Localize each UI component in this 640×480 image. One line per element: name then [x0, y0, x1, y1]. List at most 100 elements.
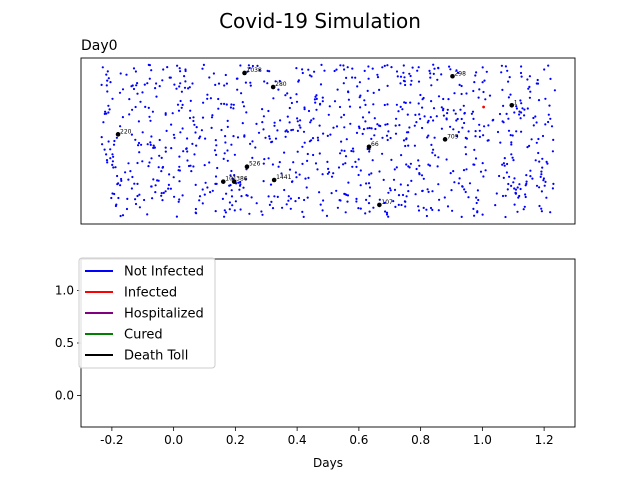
population-dot	[182, 150, 185, 153]
population-dot	[530, 138, 533, 141]
population-dot	[171, 112, 174, 115]
population-dot	[113, 192, 116, 196]
population-dot	[425, 214, 428, 218]
population-dot	[390, 66, 393, 69]
population-dot	[455, 119, 458, 122]
population-dot	[478, 129, 481, 132]
population-dot	[368, 210, 371, 213]
population-dot	[230, 189, 233, 192]
population-dot	[322, 132, 325, 135]
population-dot	[250, 196, 253, 199]
population-dot	[482, 134, 485, 137]
population-dot	[359, 169, 362, 172]
population-dot	[284, 94, 287, 97]
population-dot	[506, 188, 509, 191]
population-dot	[277, 88, 280, 91]
population-dot	[107, 111, 110, 114]
population-dot	[552, 138, 555, 141]
population-dot	[333, 100, 337, 103]
population-dot	[192, 165, 195, 168]
legend-box	[78, 257, 216, 369]
population-dot	[505, 171, 508, 174]
population-dot	[233, 153, 236, 156]
population-dot	[344, 211, 347, 214]
population-dot	[544, 97, 547, 100]
population-dot	[155, 82, 158, 85]
population-dot	[206, 186, 209, 189]
population-dot	[286, 130, 289, 133]
population-dot	[362, 128, 366, 131]
population-dot	[450, 189, 453, 192]
y-tick-label: 0.0	[55, 389, 74, 403]
population-dot	[294, 171, 297, 174]
population-dot	[383, 103, 386, 107]
population-dot	[382, 178, 385, 181]
population-dot	[178, 169, 181, 172]
population-dot	[415, 167, 418, 171]
population-dot	[345, 193, 348, 196]
population-dot	[170, 123, 173, 126]
population-dot	[547, 120, 550, 124]
population-dot	[279, 119, 282, 122]
population-dot	[287, 199, 290, 202]
population-dot	[346, 66, 349, 69]
population-dot	[534, 115, 537, 118]
population-dot	[495, 192, 498, 195]
population-dot	[405, 131, 409, 134]
population-dot	[301, 68, 304, 71]
population-dot	[312, 117, 315, 120]
population-dot	[357, 125, 361, 128]
population-dot	[462, 104, 465, 107]
population-dot	[509, 93, 512, 96]
population-dot	[189, 109, 192, 112]
population-dot	[395, 103, 398, 106]
population-dot	[432, 119, 435, 122]
population-dot	[295, 176, 298, 179]
population-dot	[223, 84, 226, 87]
population-dot	[295, 67, 298, 70]
population-dot	[208, 76, 211, 79]
population-dot	[231, 204, 234, 207]
population-dot	[111, 163, 114, 166]
population-dot	[417, 205, 420, 208]
population-dot	[221, 197, 224, 200]
population-dot	[256, 64, 259, 67]
population-dot	[506, 69, 509, 72]
population-dot	[263, 80, 266, 83]
population-dot	[387, 191, 390, 194]
population-dot	[454, 112, 457, 115]
population-dot	[419, 117, 422, 120]
population-dot	[437, 183, 440, 186]
population-dot	[507, 80, 510, 83]
population-dot	[105, 159, 109, 162]
population-dot	[513, 177, 516, 180]
population-dot	[234, 200, 237, 203]
population-dot	[335, 189, 338, 192]
population-dot	[316, 168, 319, 171]
population-dot	[407, 190, 410, 193]
population-dot	[342, 113, 346, 116]
population-dot	[162, 191, 165, 194]
population-dot	[296, 150, 299, 153]
population-dot	[357, 207, 360, 210]
population-dot	[529, 90, 532, 93]
population-dot	[224, 135, 227, 138]
population-dot	[467, 196, 470, 199]
population-dot	[121, 214, 125, 217]
population-dot	[368, 194, 371, 198]
population-dots	[100, 63, 557, 219]
population-dot	[434, 154, 437, 157]
population-dot	[178, 198, 181, 201]
population-dot	[223, 215, 226, 218]
population-dot	[115, 136, 118, 139]
x-axis-label: Days	[313, 456, 343, 470]
population-dot	[386, 84, 389, 87]
population-dot	[386, 123, 389, 126]
population-dot	[322, 199, 325, 202]
population-dot	[230, 195, 234, 198]
population-dot	[431, 151, 434, 154]
population-dot	[214, 210, 217, 213]
population-dot	[340, 149, 343, 152]
population-dot	[384, 123, 387, 126]
population-dot	[112, 166, 115, 169]
